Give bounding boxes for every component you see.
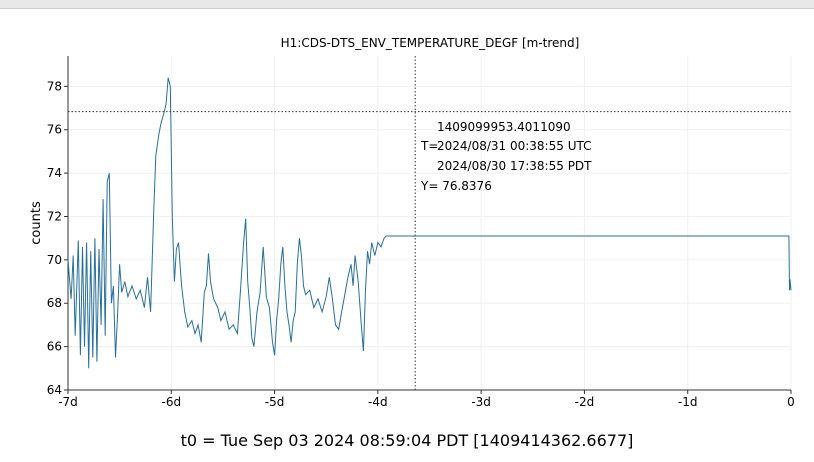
plot-area xyxy=(68,56,791,390)
y-axis-label: counts xyxy=(29,201,44,245)
x-tick-label: -4d xyxy=(368,395,388,409)
y-tick-label: 76 xyxy=(47,123,62,137)
cursor-utc: 2024/08/31 00:38:55 UTC xyxy=(437,139,591,153)
x-tick-label: -2d xyxy=(575,395,595,409)
cursor-readout: 1409099953.4011090 T= 2024/08/31 00:38:5… xyxy=(420,120,592,193)
y-tick-label: 74 xyxy=(47,166,62,180)
x-tick-label: -5d xyxy=(265,395,285,409)
cursor-t-prefix: T= xyxy=(420,139,438,153)
y-tick-label: 78 xyxy=(47,79,62,93)
t0-label: t0 = Tue Sep 03 2024 08:59:04 PDT [14094… xyxy=(180,431,634,450)
cursor-gps: 1409099953.4011090 xyxy=(437,120,571,134)
series-line xyxy=(67,77,792,369)
window-top-bar xyxy=(0,0,814,9)
x-tick-label: -3d xyxy=(471,395,491,409)
y-tick-label: 66 xyxy=(47,340,62,354)
x-tick-label: -7d xyxy=(58,395,78,409)
cursor-y-value: Y= 76.8376 xyxy=(420,179,492,193)
y-ticks: 64 66 68 70 72 74 76 78 xyxy=(47,79,68,397)
y-tick-label: 70 xyxy=(47,253,62,267)
y-tick-label: 72 xyxy=(47,209,62,223)
grid-y xyxy=(68,85,791,391)
cursor-pdt: 2024/08/30 17:38:55 PDT xyxy=(437,159,592,173)
y-tick-label: 64 xyxy=(47,383,62,397)
x-tick-label: 0 xyxy=(787,395,795,409)
x-tick-label: -1d xyxy=(678,395,698,409)
y-tick-label: 68 xyxy=(47,296,62,310)
chart-title: H1:CDS-DTS_ENV_TEMPERATURE_DEGF [m-trend… xyxy=(281,36,580,50)
x-ticks: -7d -6d -5d -4d -3d -2d -1d 0 xyxy=(58,390,795,409)
x-tick-label: -6d xyxy=(161,395,181,409)
